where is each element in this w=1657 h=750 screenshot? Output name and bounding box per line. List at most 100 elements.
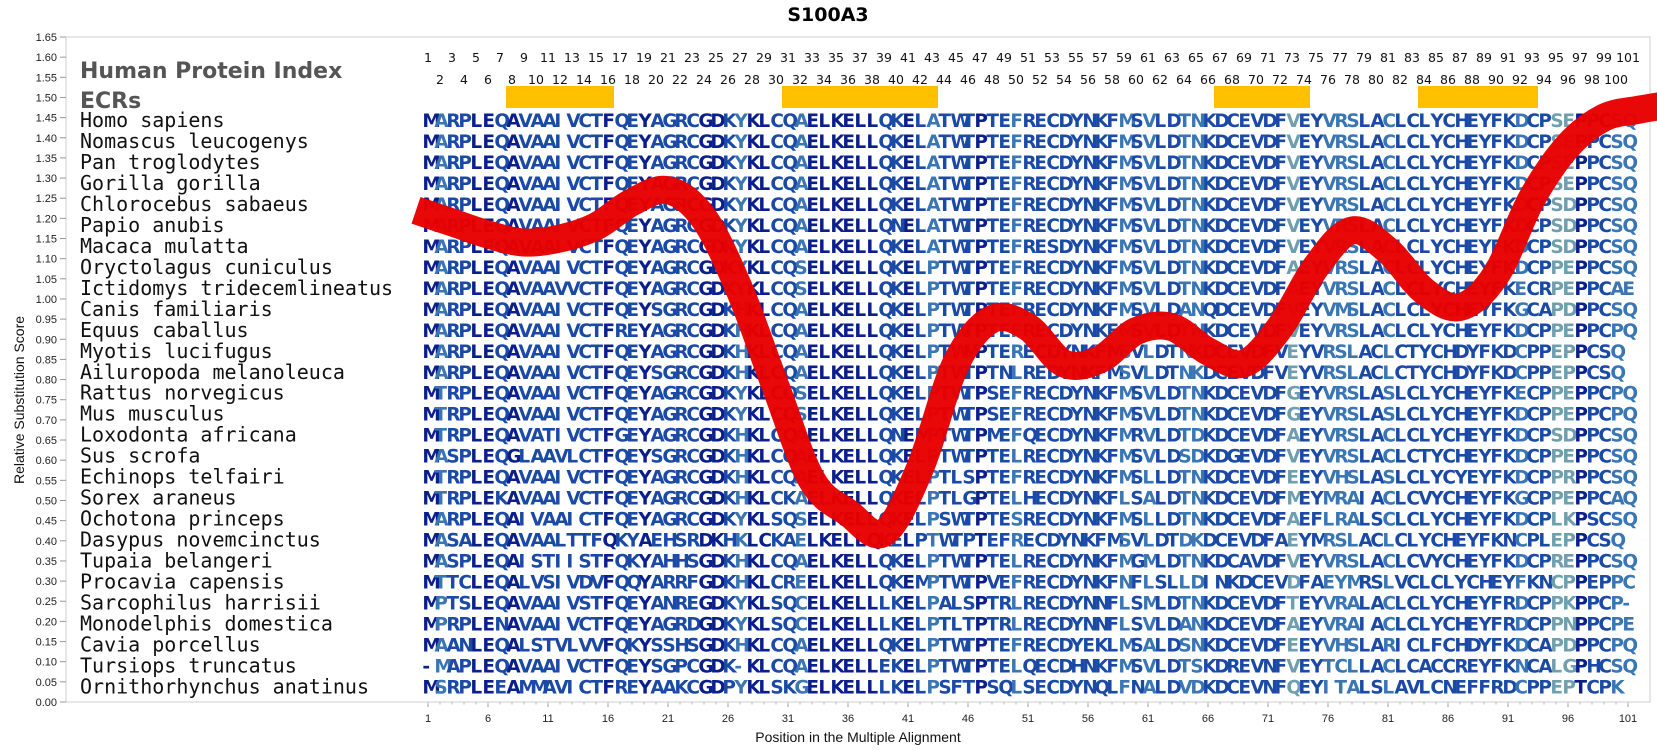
- residue: I: [1394, 636, 1401, 657]
- residue: L: [1418, 195, 1430, 216]
- residue: -: [734, 656, 742, 677]
- residue: G: [698, 447, 713, 468]
- residue: R: [1010, 531, 1024, 552]
- residue: G: [662, 384, 677, 405]
- residue: R: [1022, 195, 1036, 216]
- y-axis-label: Relative Substitution Score: [11, 316, 27, 484]
- residue: Q: [878, 111, 894, 132]
- residue: C: [1406, 615, 1420, 636]
- residue: L: [1394, 321, 1406, 342]
- residue: A: [1370, 153, 1385, 174]
- residue: M: [422, 531, 440, 552]
- residue: K: [1202, 656, 1217, 677]
- residue: K: [890, 111, 905, 132]
- residue: E: [482, 615, 495, 636]
- residue: C: [1598, 594, 1612, 615]
- residue: E: [806, 656, 819, 677]
- residue: M: [422, 552, 440, 573]
- residue: N: [1082, 321, 1097, 342]
- position-number: 23: [684, 50, 700, 65]
- residue: S: [458, 594, 471, 615]
- residue: V: [566, 258, 581, 279]
- residue: L: [1010, 363, 1022, 384]
- residue: A: [794, 111, 809, 132]
- residue: L: [518, 447, 530, 468]
- residue: Y: [637, 153, 652, 174]
- residue: L: [854, 279, 866, 300]
- residue: A: [1346, 615, 1361, 636]
- x-tick-label: 6: [485, 713, 491, 725]
- residue: A: [1370, 174, 1385, 195]
- residue: K: [890, 342, 905, 363]
- residue: N: [1082, 384, 1097, 405]
- residue: C: [1406, 153, 1420, 174]
- residue: E: [626, 342, 639, 363]
- residue: L: [758, 405, 770, 426]
- residue: K: [746, 384, 761, 405]
- residue: P: [1574, 195, 1588, 216]
- residue: V: [1322, 132, 1337, 153]
- residue: Q: [1202, 300, 1218, 321]
- residue: L: [758, 594, 770, 615]
- residue: L: [1358, 636, 1370, 657]
- residue: P: [974, 447, 988, 468]
- residue: C: [1226, 279, 1240, 300]
- residue: P: [458, 615, 472, 636]
- residue: Y: [637, 636, 652, 657]
- residue: C: [578, 489, 592, 510]
- position-number: 75: [1308, 50, 1324, 65]
- residue: Q: [494, 363, 510, 384]
- residue: L: [914, 111, 926, 132]
- residue: E: [998, 195, 1011, 216]
- residue: E: [902, 363, 915, 384]
- residue: Y: [1465, 531, 1480, 552]
- residue: A: [1346, 489, 1361, 510]
- residue: C: [1382, 300, 1396, 321]
- residue: K: [722, 510, 737, 531]
- residue: P: [458, 174, 472, 195]
- residue: V: [566, 489, 581, 510]
- residue: Q: [614, 405, 630, 426]
- residue: E: [806, 573, 819, 594]
- residue: K: [890, 573, 905, 594]
- residue: D: [1058, 111, 1073, 132]
- residue: Y: [1477, 426, 1492, 447]
- residue: L: [758, 510, 770, 531]
- species-label: Canis familiaris: [80, 297, 273, 321]
- residue: R: [446, 174, 460, 195]
- position-number: 25: [708, 50, 724, 65]
- residue: M: [1322, 489, 1340, 510]
- residue: L: [1394, 656, 1406, 677]
- residue: Q: [878, 132, 894, 153]
- residue: R: [1490, 677, 1504, 698]
- residue: K: [1094, 489, 1109, 510]
- residue: A: [434, 111, 449, 132]
- residue: E: [998, 237, 1011, 258]
- residue: G: [614, 426, 629, 447]
- residue: E: [1466, 615, 1479, 636]
- residue: S: [1598, 363, 1611, 384]
- residue: K: [830, 111, 845, 132]
- residue: E: [1238, 279, 1251, 300]
- residue: T: [566, 531, 579, 552]
- residue: K: [1202, 510, 1217, 531]
- residue: T: [986, 447, 999, 468]
- residue: D: [1058, 321, 1073, 342]
- residue: S: [794, 279, 807, 300]
- residue: F: [1106, 656, 1119, 677]
- residue: V: [1250, 384, 1265, 405]
- residue: P: [1574, 594, 1588, 615]
- species-label: Homo sapiens: [80, 108, 225, 132]
- residue: T: [938, 195, 951, 216]
- residue: E: [482, 426, 495, 447]
- residue: K: [1502, 174, 1517, 195]
- residue: H: [1586, 656, 1601, 677]
- residue: A: [506, 342, 521, 363]
- residue: D: [1502, 363, 1517, 384]
- residue: F: [602, 321, 615, 342]
- residue: Q: [494, 132, 510, 153]
- residue: C: [578, 111, 592, 132]
- residue: N: [1082, 552, 1097, 573]
- residue: L: [1418, 636, 1430, 657]
- residue: Y: [1477, 552, 1492, 573]
